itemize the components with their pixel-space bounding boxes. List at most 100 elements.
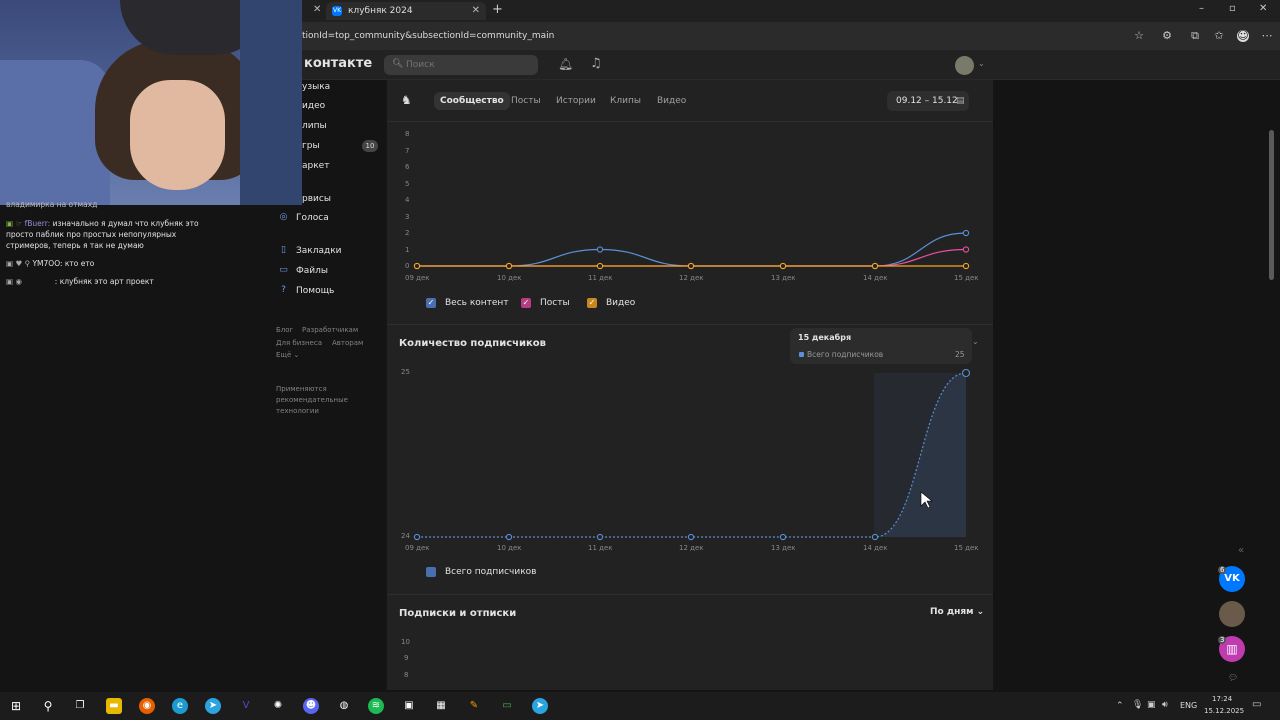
footer-link-authors[interactable]: Авторам [332, 339, 364, 347]
legend-subscribers-checkbox[interactable] [426, 567, 436, 577]
chat-message: ▣ ◉ : клубняк это арт проект [6, 276, 154, 287]
vk-favicon-icon: VK [332, 6, 342, 16]
data-point [413, 262, 421, 270]
sidebar-item-video[interactable]: идео [302, 101, 326, 111]
firefox-icon[interactable]: ◉ [139, 698, 155, 714]
legend-posts-checkbox[interactable]: ✓ [521, 298, 531, 308]
footer-link-business[interactable]: Для бизнеса [276, 339, 322, 347]
notepad-icon[interactable]: ▦ [436, 700, 446, 711]
chat-fragment: владимирка на отмахд [6, 200, 98, 209]
date-range-picker[interactable]: 09.12 – 15.12 ▤ [887, 91, 969, 111]
scrollbar-thumb[interactable] [1269, 130, 1274, 280]
y-tick-label: 3 [405, 212, 410, 221]
obs-icon[interactable]: ◍ [339, 700, 349, 711]
close-window-icon[interactable]: ✕ [1259, 3, 1268, 14]
chat-text: : клубняк это арт проект [54, 277, 154, 286]
bell-icon[interactable]: 🔔︎ [558, 57, 574, 71]
vk-logo[interactable]: контакте [304, 56, 373, 71]
sidebar-item-services[interactable]: рвисы [302, 194, 331, 204]
tab-posts[interactable]: Посты [511, 96, 541, 106]
tray-chevron-icon[interactable]: ⌃ [1116, 701, 1124, 711]
search-icon[interactable]: ⚲ [43, 699, 53, 713]
tab-video[interactable]: Видео [657, 96, 687, 106]
tab-community[interactable]: Сообщество [434, 92, 510, 110]
data-point [505, 533, 513, 541]
profile-icon[interactable]: ☺ [1237, 29, 1249, 42]
chat-badge-icon: ▣ ☞ [6, 219, 23, 228]
music-note-icon[interactable]: ♫ [590, 56, 602, 71]
games-badge: 10 [362, 140, 378, 152]
footer-link-blog[interactable]: Блог [276, 326, 294, 334]
telegram-icon[interactable]: ➤ [205, 698, 221, 714]
clock-date[interactable]: 15.12.2025 [1204, 707, 1245, 715]
url-field[interactable]: tionId=top_community&subsectionId=commun… [302, 31, 555, 41]
spotify-icon[interactable]: ≋ [368, 698, 384, 714]
pillow [0, 60, 110, 205]
period-dropdown[interactable]: По дням ⌄ [930, 607, 985, 617]
monitor-icon[interactable]: ▭ [502, 700, 512, 711]
remote-desktop-icon[interactable]: ▣ [404, 700, 414, 711]
file-icon: ▭ [279, 265, 288, 275]
collapse-icon[interactable]: « [1238, 545, 1245, 556]
tooltip-swatch [799, 352, 804, 357]
chat-bubble-icon[interactable]: 💬︎ [1228, 673, 1239, 682]
tooltip-date: 15 декабря [798, 333, 852, 342]
chevron-down-icon[interactable]: ⌄ [978, 59, 985, 68]
contact-avatar[interactable] [1219, 601, 1245, 627]
footer-link-more[interactable]: Ещё ⌄ [276, 351, 300, 359]
y-tick-label: 0 [405, 262, 410, 270]
sidebar-item-market[interactable]: аркет [302, 161, 330, 171]
telegram-icon[interactable]: ➤ [532, 698, 548, 714]
sidebar-item-votes[interactable]: Голоса [296, 213, 329, 223]
search-icon: 🔍︎ [392, 59, 404, 69]
footer-link-developers[interactable]: Разработчикам [302, 326, 359, 334]
discord-icon[interactable]: ☻ [303, 698, 319, 714]
sidebar-item-music[interactable]: узыка [302, 82, 331, 92]
clock-time[interactable]: 17:24 [1212, 695, 1233, 703]
chat-message: ▣ ☞ fBuerr: изначально я думал что клубн… [6, 218, 216, 251]
split-icon[interactable]: ⧉ [1191, 29, 1199, 42]
extension-icon[interactable]: ⚙ [1162, 29, 1172, 42]
avatar[interactable] [955, 56, 974, 75]
task-view-icon[interactable]: ❐ [75, 700, 85, 711]
sidebar-item-games[interactable]: гры [302, 141, 320, 151]
volume-icon[interactable]: 🔊︎ [1162, 700, 1168, 710]
sidebar-item-clips[interactable]: липы [302, 121, 327, 131]
data-point [871, 262, 879, 270]
new-tab-icon[interactable]: + [492, 2, 503, 17]
maximize-icon[interactable]: ▫ [1229, 3, 1236, 14]
favorites-icon[interactable]: ✩ [1214, 29, 1224, 42]
tab-stories[interactable]: Истории [556, 96, 596, 106]
legend-all-content-label: Весь контент [445, 298, 509, 308]
browser-tab[interactable]: VK клубняк 2024 ✕ [326, 2, 486, 20]
vk-messenger-icon[interactable]: VK [1219, 566, 1245, 592]
legend-video-checkbox[interactable]: ✓ [587, 298, 597, 308]
close-tab-icon[interactable]: ✕ [471, 5, 480, 16]
sidebar-item-files[interactable]: Файлы [296, 266, 328, 276]
favorite-star-icon[interactable]: ☆ [1134, 29, 1144, 42]
x-tick-label: 10 дек [497, 544, 522, 552]
chevron-down-icon[interactable]: ⌄ [972, 337, 979, 346]
file-explorer-icon[interactable]: ▬ [106, 698, 122, 714]
windows-start-icon[interactable]: ⊞ [10, 699, 22, 713]
chatgpt-icon[interactable]: ✺ [273, 700, 283, 711]
search-input[interactable] [384, 55, 538, 75]
more-menu-icon[interactable]: ⋯ [1261, 29, 1273, 42]
tab-clips[interactable]: Клипы [610, 96, 641, 106]
minimize-icon[interactable]: – [1199, 3, 1204, 14]
edge-icon[interactable]: e [172, 698, 188, 714]
legend-all-content-checkbox[interactable]: ✓ [426, 298, 436, 308]
notifications-icon[interactable]: ▭ [1252, 699, 1262, 710]
help-icon: ? [281, 285, 286, 295]
sidebar-item-help[interactable]: Помощь [296, 286, 335, 296]
app-pen-icon[interactable]: ✎ [469, 700, 479, 711]
app-v-icon[interactable]: V [242, 700, 250, 711]
microphone-icon[interactable]: 🎙︎ [1132, 700, 1144, 710]
language-indicator[interactable]: ENG [1180, 701, 1198, 710]
chat-username[interactable]: YM7OO: [32, 259, 63, 268]
chat-username[interactable]: fBuerr: [24, 219, 51, 228]
sidebar-item-bookmarks[interactable]: Закладки [296, 246, 342, 256]
close-prev-tab-icon[interactable]: ✕ [313, 4, 322, 15]
tray-icon[interactable]: ▣ [1147, 700, 1156, 710]
